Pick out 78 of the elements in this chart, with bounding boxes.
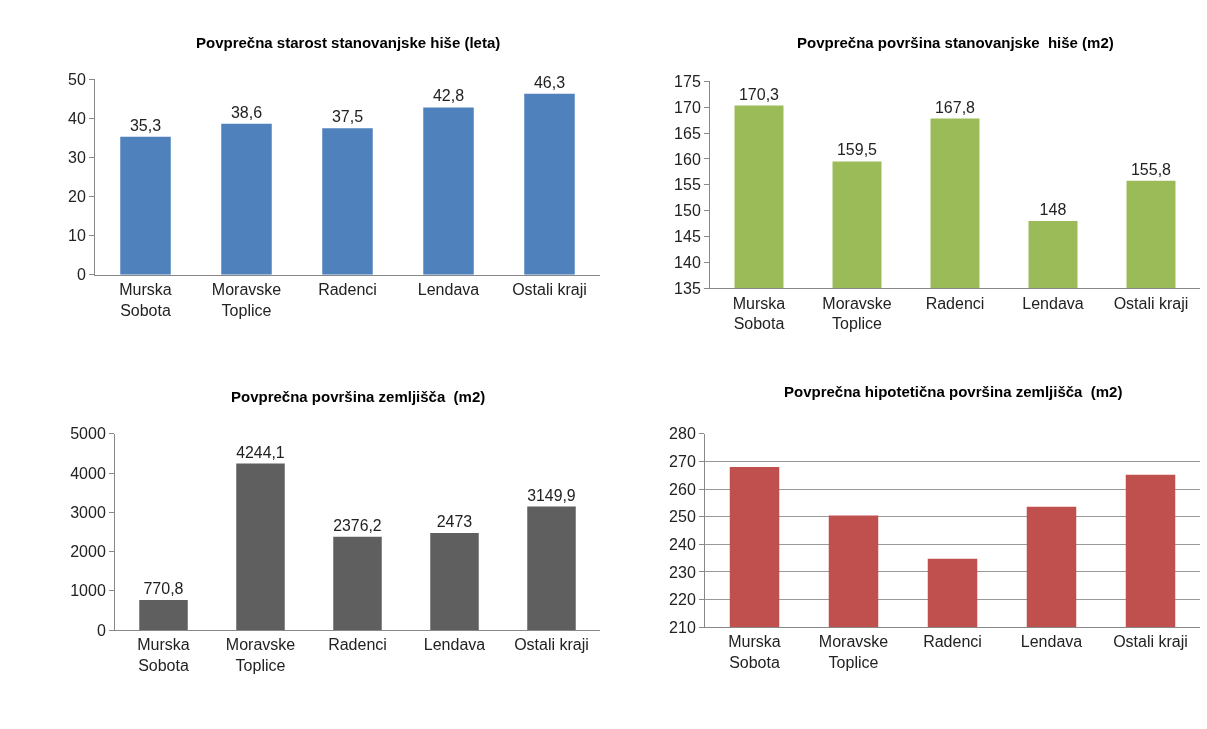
data-label: 2376,2 <box>333 516 382 534</box>
x-tick-label: Ostali kraji <box>1113 294 1189 312</box>
data-label: 42,8 <box>432 87 465 105</box>
x-tick-label: Lendava <box>1022 294 1084 312</box>
x-tick-label: Murska Sobota <box>137 636 190 675</box>
data-label: 167,8 <box>934 98 976 116</box>
y-tick-label: 0 <box>76 266 86 284</box>
y-tick-label: 2000 <box>70 543 106 561</box>
x-tick-label: Moravske Toplice <box>225 636 296 675</box>
chart-title: Povprečna starost stanovanjske hiše (leta) <box>196 34 501 51</box>
x-tick-label: Moravske Toplice <box>822 294 892 333</box>
bar <box>527 506 576 631</box>
data-label: 770,8 <box>143 579 184 597</box>
x-tick-label: Radenci <box>923 633 982 651</box>
y-tick-label: 260 <box>669 480 696 498</box>
bar <box>524 93 575 275</box>
y-tick-label: 240 <box>669 535 696 553</box>
y-tick-label: 1000 <box>70 582 106 600</box>
y-tick-label: 155 <box>674 176 701 194</box>
y-tick-label: 10 <box>68 227 86 245</box>
y-tick-label: 210 <box>669 618 696 636</box>
bar <box>221 123 272 275</box>
y-tick-label: 280 <box>669 425 696 443</box>
y-tick-label: 220 <box>669 591 696 609</box>
data-label: 35,3 <box>129 116 162 134</box>
bar <box>120 136 171 275</box>
data-label: 148 <box>1039 201 1067 219</box>
x-tick-label: Lendava <box>417 280 480 298</box>
bar <box>139 599 188 631</box>
data-label: 155,8 <box>1130 160 1172 178</box>
data-label: 4244,1 <box>236 443 285 461</box>
y-tick-label: 135 <box>674 279 701 297</box>
y-tick-label: 3000 <box>70 503 106 521</box>
bar <box>236 463 285 631</box>
x-tick-label: Radenci <box>318 280 377 298</box>
y-tick-label: 20 <box>68 188 86 206</box>
data-label: 2473 <box>436 513 473 531</box>
x-tick-label: Lendava <box>423 636 486 654</box>
x-tick-label: Murska Sobota <box>732 294 786 333</box>
y-tick-label: 5000 <box>70 425 106 443</box>
data-label: 159,5 <box>836 141 878 159</box>
y-tick-label: 30 <box>68 149 86 167</box>
y-tick-label: 250 <box>669 508 696 526</box>
y-tick-label: 4000 <box>70 464 106 482</box>
bar <box>333 536 382 631</box>
x-tick-label: Radenci <box>328 636 387 654</box>
bar <box>423 107 474 275</box>
chart-title: Povprečna površina zemljišča (m2) <box>231 388 486 405</box>
x-tick-label: Radenci <box>925 294 985 312</box>
x-tick-label: Lendava <box>1020 633 1083 651</box>
data-label: 170,3 <box>738 85 780 103</box>
y-tick-label: 40 <box>68 109 86 127</box>
x-tick-label: Moravske Toplice <box>818 633 889 672</box>
x-tick-label: Ostali kraji <box>512 280 587 298</box>
y-tick-label: 150 <box>674 202 701 220</box>
bar <box>322 128 373 275</box>
x-tick-label: Murska Sobota <box>119 280 172 319</box>
y-tick-label: 230 <box>669 563 696 581</box>
y-tick-label: 50 <box>68 70 86 88</box>
chart-title: Povprečna hipotetična površina zemljišča (m2) <box>784 383 1123 400</box>
x-tick-label: Murska Sobota <box>728 633 781 672</box>
y-tick-label: 270 <box>669 453 696 471</box>
y-tick-label: 0 <box>96 621 106 639</box>
data-label: 38,6 <box>230 103 263 121</box>
y-tick-label: 170 <box>674 98 701 116</box>
bar <box>430 533 479 631</box>
data-label: 37,5 <box>331 108 364 126</box>
chart-title: Povprečna površina stanovanjske hiše (m2) <box>797 34 1114 51</box>
x-tick-label: Ostali kraji <box>1113 633 1188 651</box>
y-tick-label: 175 <box>674 72 701 90</box>
data-label: 46,3 <box>533 73 566 91</box>
data-label: 3149,9 <box>527 486 576 504</box>
x-tick-label: Moravske Toplice <box>211 280 282 319</box>
y-tick-label: 145 <box>674 228 701 246</box>
x-tick-label: Ostali kraji <box>514 636 589 654</box>
y-tick-label: 140 <box>674 254 701 272</box>
y-tick-label: 165 <box>674 124 701 142</box>
y-tick-label: 160 <box>674 150 701 168</box>
